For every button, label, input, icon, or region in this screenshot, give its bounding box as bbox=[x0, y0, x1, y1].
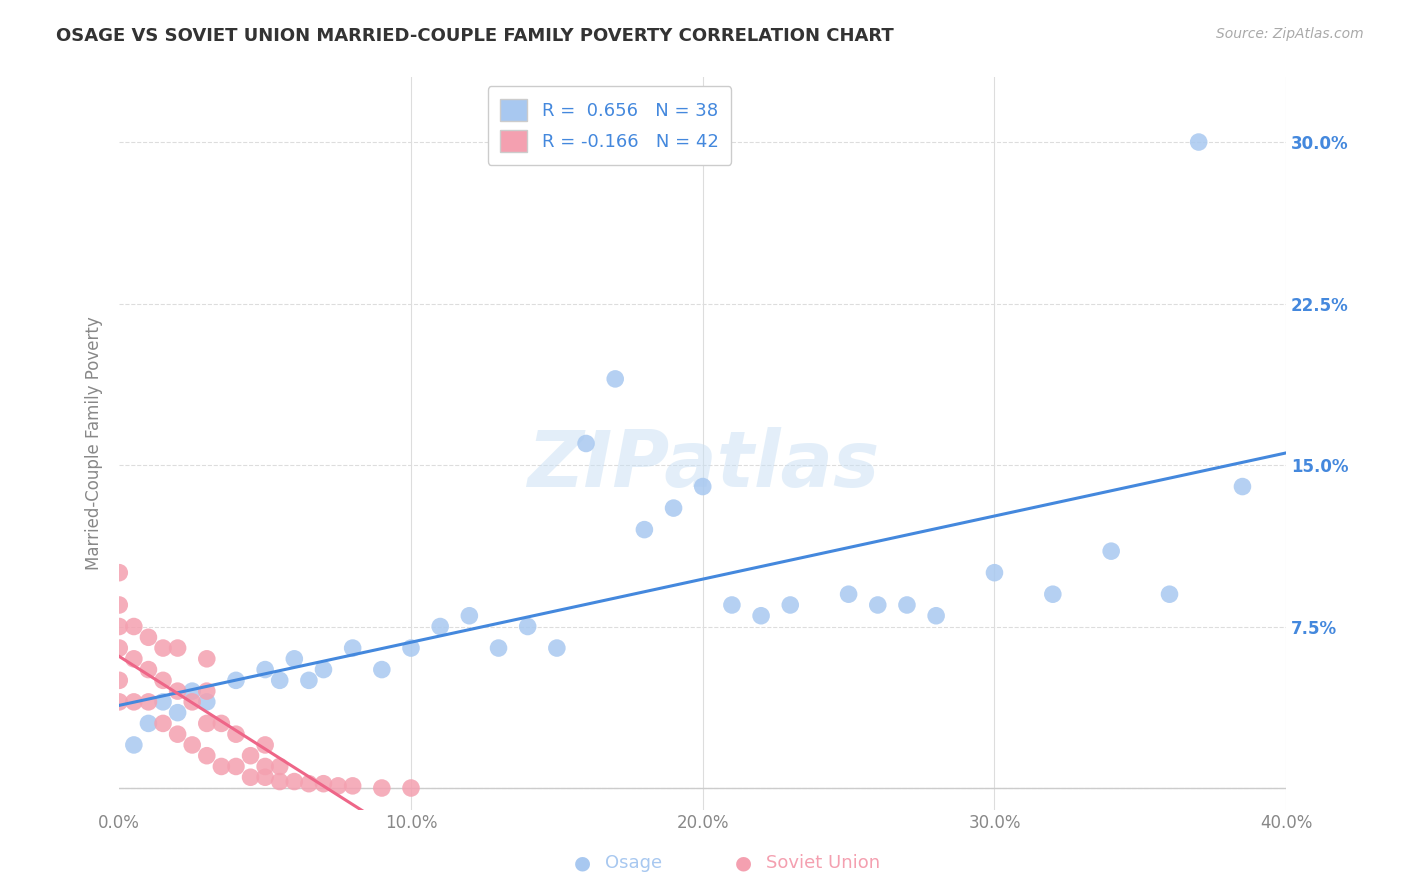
Text: ZIPatlas: ZIPatlas bbox=[527, 427, 879, 503]
Point bbox=[152, 716, 174, 731]
Point bbox=[209, 759, 232, 773]
Point bbox=[254, 663, 277, 677]
Point bbox=[342, 779, 364, 793]
Point bbox=[283, 774, 305, 789]
Point bbox=[1042, 587, 1064, 601]
Point bbox=[269, 673, 291, 688]
Point bbox=[195, 748, 218, 763]
Point bbox=[371, 663, 394, 677]
Point bbox=[1232, 479, 1254, 493]
Point bbox=[429, 619, 451, 633]
Point bbox=[122, 695, 145, 709]
Point bbox=[138, 663, 160, 677]
Point bbox=[896, 598, 918, 612]
Point bbox=[122, 652, 145, 666]
Text: Source: ZipAtlas.com: Source: ZipAtlas.com bbox=[1216, 27, 1364, 41]
Point bbox=[254, 759, 277, 773]
Point bbox=[633, 523, 655, 537]
Point bbox=[166, 706, 188, 720]
Point bbox=[209, 716, 232, 731]
Point bbox=[779, 598, 801, 612]
Point bbox=[138, 695, 160, 709]
Text: ●: ● bbox=[735, 854, 752, 872]
Point bbox=[195, 716, 218, 731]
Point bbox=[195, 652, 218, 666]
Point bbox=[181, 695, 204, 709]
Point bbox=[342, 641, 364, 656]
Point bbox=[122, 738, 145, 752]
Point bbox=[166, 727, 188, 741]
Point bbox=[399, 780, 422, 795]
Point bbox=[108, 598, 131, 612]
Point bbox=[575, 436, 598, 450]
Point bbox=[283, 652, 305, 666]
Legend: R =  0.656   N = 38, R = -0.166   N = 42: R = 0.656 N = 38, R = -0.166 N = 42 bbox=[488, 87, 731, 165]
Point bbox=[225, 673, 247, 688]
Point bbox=[195, 695, 218, 709]
Point bbox=[312, 663, 335, 677]
Point bbox=[1188, 135, 1211, 149]
Point bbox=[1159, 587, 1181, 601]
Text: Osage: Osage bbox=[605, 855, 662, 872]
Point bbox=[239, 770, 262, 784]
Point bbox=[152, 695, 174, 709]
Point bbox=[298, 673, 321, 688]
Point bbox=[605, 372, 627, 386]
Point bbox=[749, 608, 772, 623]
Point bbox=[166, 641, 188, 656]
Y-axis label: Married-Couple Family Poverty: Married-Couple Family Poverty bbox=[86, 317, 103, 570]
Point bbox=[371, 780, 394, 795]
Point bbox=[312, 777, 335, 791]
Point bbox=[488, 641, 510, 656]
Point bbox=[122, 619, 145, 633]
Point bbox=[108, 641, 131, 656]
Text: OSAGE VS SOVIET UNION MARRIED-COUPLE FAMILY POVERTY CORRELATION CHART: OSAGE VS SOVIET UNION MARRIED-COUPLE FAM… bbox=[56, 27, 894, 45]
Point bbox=[239, 748, 262, 763]
Point bbox=[399, 641, 422, 656]
Point bbox=[108, 695, 131, 709]
Point bbox=[254, 770, 277, 784]
Point bbox=[108, 566, 131, 580]
Point bbox=[181, 738, 204, 752]
Point bbox=[298, 777, 321, 791]
Point bbox=[692, 479, 714, 493]
Text: Soviet Union: Soviet Union bbox=[766, 855, 880, 872]
Point bbox=[269, 774, 291, 789]
Point bbox=[326, 779, 349, 793]
Point bbox=[225, 759, 247, 773]
Point bbox=[195, 684, 218, 698]
Text: ●: ● bbox=[574, 854, 591, 872]
Point bbox=[225, 727, 247, 741]
Point bbox=[254, 738, 277, 752]
Point bbox=[838, 587, 860, 601]
Point bbox=[925, 608, 948, 623]
Point bbox=[269, 759, 291, 773]
Point bbox=[721, 598, 744, 612]
Point bbox=[108, 619, 131, 633]
Point bbox=[662, 501, 685, 516]
Point bbox=[181, 684, 204, 698]
Point bbox=[516, 619, 538, 633]
Point bbox=[983, 566, 1005, 580]
Point bbox=[138, 716, 160, 731]
Point bbox=[866, 598, 889, 612]
Point bbox=[546, 641, 568, 656]
Point bbox=[152, 641, 174, 656]
Point bbox=[166, 684, 188, 698]
Point bbox=[458, 608, 481, 623]
Point bbox=[108, 673, 131, 688]
Point bbox=[1099, 544, 1122, 558]
Point bbox=[138, 630, 160, 644]
Point bbox=[152, 673, 174, 688]
